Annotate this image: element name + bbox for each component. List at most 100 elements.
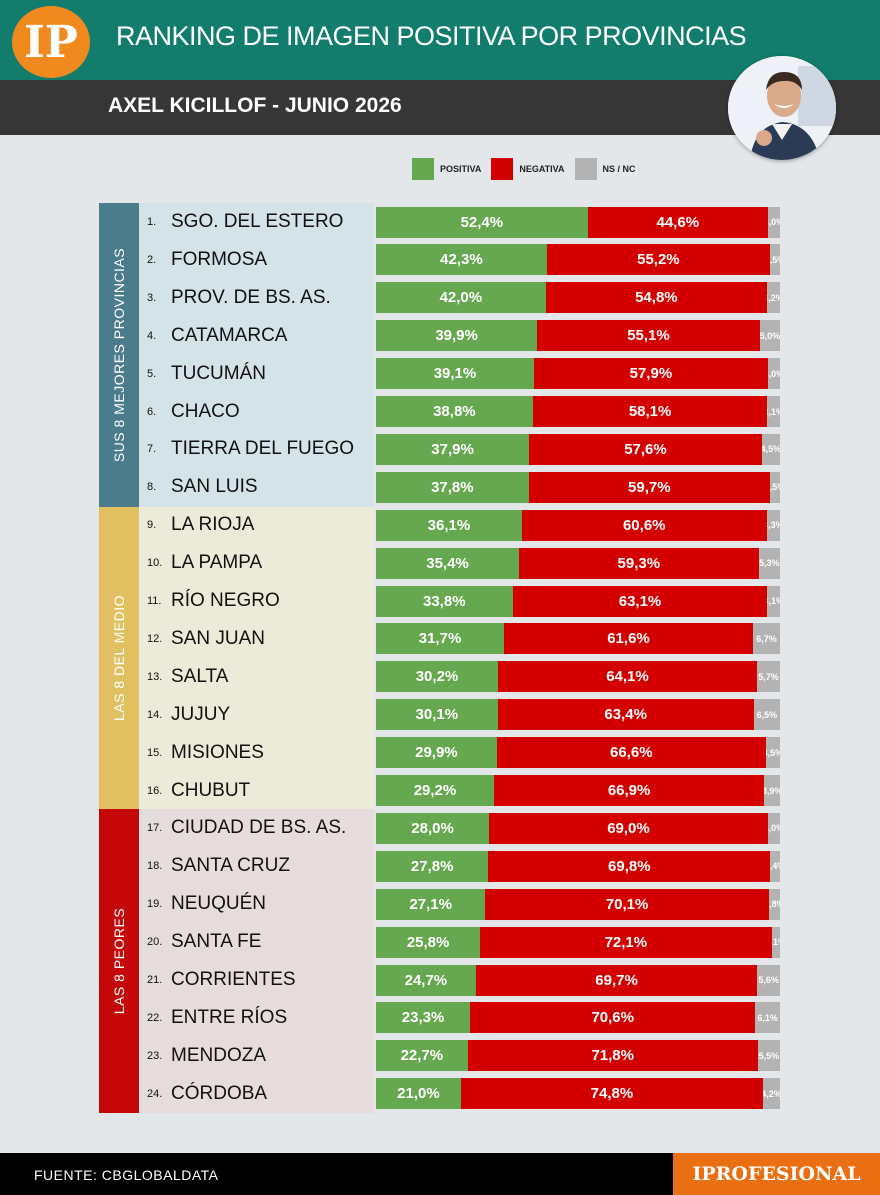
stacked-bar: 29,2%66,9%3,9% (376, 775, 780, 806)
bar-segment-nsnc: 3,9% (764, 775, 780, 806)
legend-label-negativa: NEGATIVA (519, 164, 565, 174)
stacked-bar: 37,9% 57,6% 4,5% (376, 433, 780, 465)
group-panel-medio (139, 507, 374, 809)
bar-segment-positiva: 28,0% (376, 812, 490, 844)
bar-segment-negativa: 55,2% (546, 244, 770, 276)
iprofesional-brand: IPROFESIONAL (673, 1153, 880, 1195)
bar-segment-positiva: 39,1% (376, 358, 534, 390)
rank-number: 5. (147, 367, 157, 380)
rank-number: 15. (147, 746, 163, 759)
rank-number: 16. (147, 784, 163, 797)
bar-segment-negativa: 63,1% (512, 585, 768, 617)
bar-segment-positiva: 30,1% (376, 699, 498, 731)
bar-segment-nsnc: 4,5% (761, 433, 780, 465)
province-row-label: 6. CHACO (147, 393, 372, 431)
rank-number: 2. (147, 253, 157, 266)
stacked-bar: 36,1%60,6%3,3% (376, 509, 780, 541)
bar-segment-positiva: 36,1% (376, 509, 522, 541)
bar-segment-positiva: 22,7% (376, 1040, 468, 1072)
bar-segment-negativa: 59,3% (519, 547, 759, 579)
bar-segment-nsnc: 4,2% (763, 1078, 780, 1110)
bar-segment-positiva: 33,8% (376, 585, 513, 617)
bar-segment-negativa: 70,6% (470, 1002, 756, 1034)
bar-segment-negativa: 66,9% (493, 775, 765, 806)
stacked-bar: 23,3% 70,6% 6,1% (376, 1002, 780, 1034)
province-name: ENTRE RÍOS (171, 1006, 288, 1028)
province-row-label: 21. CORRIENTES (147, 961, 372, 999)
legend-swatch-nsnc (574, 158, 597, 180)
province-name: SGO. DEL ESTERO (171, 211, 344, 232)
bar-segment-negativa: 60,6% (521, 509, 767, 541)
stacked-bar: 30,1% 63,4% 6,5% (376, 699, 780, 731)
bar-segment-nsnc: 5,7% (756, 661, 780, 693)
bar-segment-negativa: 66,6% (496, 737, 766, 769)
bar-segment-positiva: 23,3% (376, 1002, 471, 1034)
bar-segment-negativa: 63,4% (497, 699, 754, 731)
bar-segment-positiva: 35,4% (376, 547, 520, 579)
ip-logo: IP (12, 6, 90, 78)
bar-segment-nsnc: 5,6% (757, 964, 780, 996)
legend-swatch-positiva (412, 158, 434, 180)
province-name: SANTA FE (171, 931, 262, 953)
province-row-label: 22. ENTRE RÍOS (147, 999, 372, 1037)
province-name: CATAMARCA (171, 324, 288, 346)
rank-number: 19. (147, 898, 163, 911)
bar-segment-negativa: 44,6% (587, 206, 768, 238)
bar-segment-negativa: 71,8% (467, 1040, 758, 1072)
stacked-bar: 28,0%69,0%3,0% (376, 812, 780, 844)
rank-number: 14. (147, 708, 163, 721)
province-name: LA RIOJA (171, 514, 255, 536)
bar-segment-nsnc: 2,4% (770, 850, 780, 882)
group-medio: LAS 8 DEL MEDIO (99, 507, 374, 809)
bar-segment-positiva: 30,2% (376, 661, 498, 693)
legend-swatch-negativa (491, 158, 514, 180)
rank-number: 3. (147, 291, 157, 304)
legend-nsnc: NS / NC (574, 158, 636, 180)
page-subtitle: AXEL KICILLOF - JUNIO 2026 (108, 94, 402, 117)
bar-segment-nsnc: 2,1% (771, 926, 780, 958)
stacked-bar: 38,8%58,1%3,1% (376, 396, 780, 427)
bar-segment-positiva: 25,8% (376, 926, 481, 958)
stacked-bar: 39,1%57,9%3,0% (376, 358, 780, 390)
bar-segment-negativa: 54,8% (545, 282, 768, 314)
header-bar: IP RANKING DE IMAGEN POSITIVA POR PROVIN… (0, 0, 880, 80)
province-name: SANTA CRUZ (171, 855, 290, 877)
province-row-label: 4. CATAMARCA (147, 317, 372, 355)
province-name: MISIONES (171, 741, 264, 763)
group-panel-peores (139, 809, 374, 1113)
province-row-label: 10. LA PAMPA (147, 544, 372, 582)
province-name: JUJUY (171, 703, 231, 725)
group-tab-mejores: SUS 8 MEJORES PROVINCIAS (99, 203, 139, 507)
province-row-label: 16. CHUBUT (147, 772, 372, 810)
province-name: CIUDAD DE BS. AS. (171, 817, 347, 839)
bar-segment-nsnc: 3,0% (767, 358, 780, 390)
group-label-peores: LAS 8 PEORES (111, 907, 127, 1015)
stacked-bar: 24,7% 69,7% 5,6% (376, 964, 780, 996)
province-row-label: 15. MISIONES (147, 734, 372, 772)
bar-segment-negativa: 70,1% (485, 888, 769, 920)
group-label-medio: LAS 8 DEL MEDIO (111, 594, 127, 722)
province-name: CORRIENTES (171, 969, 296, 990)
bar-segment-positiva: 27,1% (376, 888, 486, 920)
province-row-label: 19. NEUQUÉN (147, 885, 372, 923)
rank-number: 10. (147, 557, 163, 570)
bar-segment-positiva: 39,9% (376, 320, 538, 352)
stacked-bar: 42,3%55,2%2,5% (376, 244, 780, 276)
bar-segment-negativa: 72,1% (480, 926, 772, 958)
province-name: CÓRDOBA (171, 1082, 268, 1104)
bar-segment-nsnc: 5,3% (758, 547, 780, 579)
province-name: MENDOZA (171, 1044, 266, 1066)
bar-segment-positiva: 37,8% (376, 471, 529, 503)
legend-positiva: POSITIVA (412, 158, 481, 180)
stacked-bar: 33,8%63,1%3,1% (376, 585, 780, 617)
rank-number: 23. (147, 1049, 163, 1062)
rank-number: 11. (147, 595, 162, 607)
legend-label-positiva: POSITIVA (440, 164, 482, 174)
bar-segment-positiva: 38,8% (376, 396, 533, 427)
bar-segment-nsnc: 5,5% (757, 1040, 780, 1072)
bar-segment-negativa: 59,7% (528, 471, 770, 503)
rank-number: 13. (147, 670, 163, 683)
province-row-label: 20. SANTA FE (147, 923, 372, 961)
bar-segment-nsnc: 3,1% (767, 585, 780, 617)
province-row-label: 18. SANTA CRUZ (147, 847, 372, 885)
